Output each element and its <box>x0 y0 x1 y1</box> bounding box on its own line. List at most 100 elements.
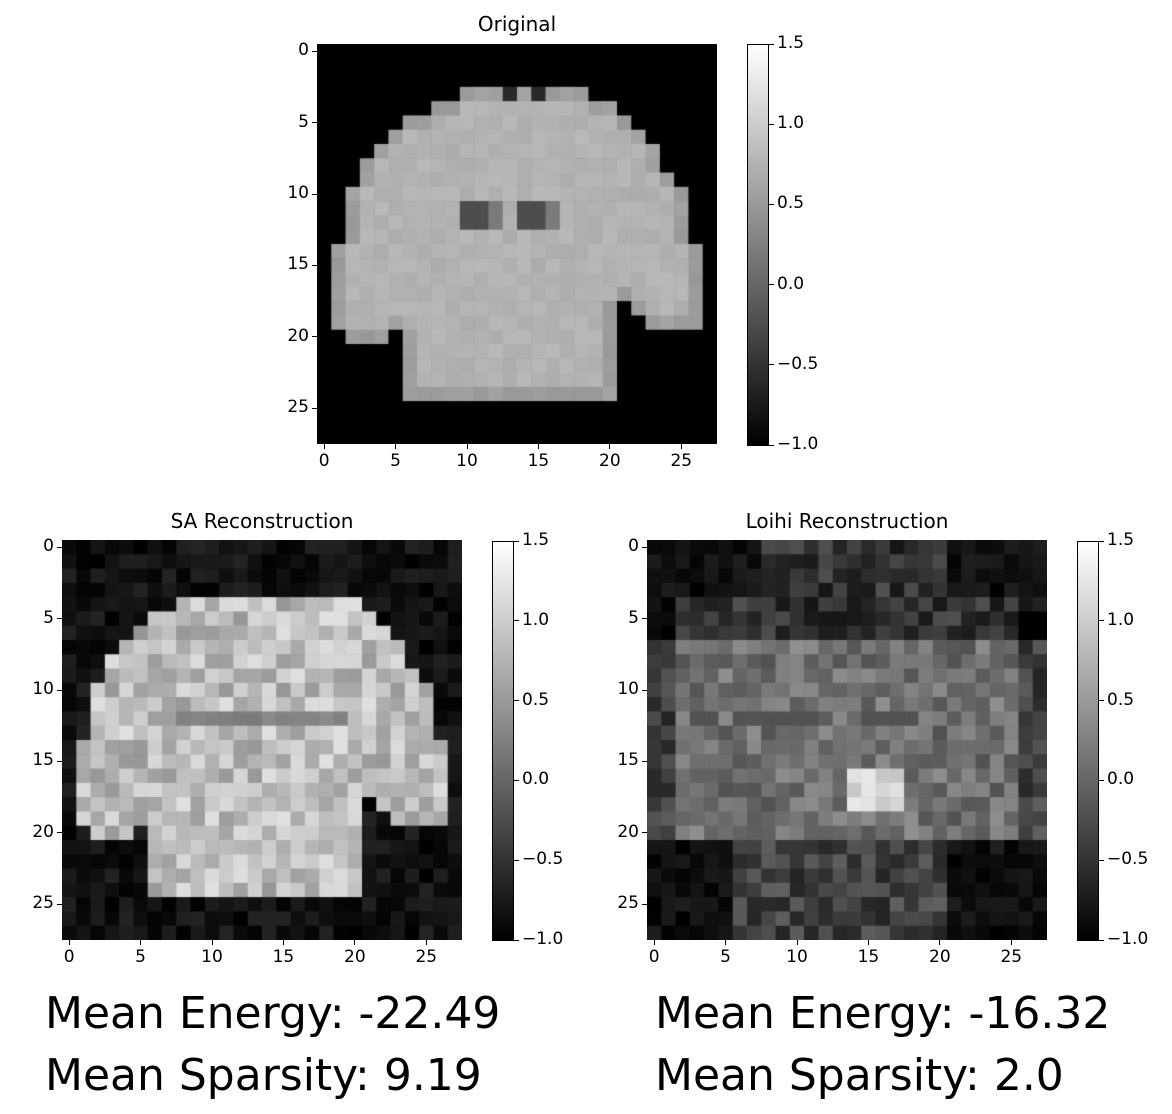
y-tick-mark <box>57 760 62 762</box>
colorbar-tick-label: −1.0 <box>777 434 819 454</box>
x-tick-mark <box>725 940 727 945</box>
y-tick-mark <box>57 689 62 691</box>
x-tick-mark <box>282 940 284 945</box>
colorbar-tick-mark <box>769 364 774 366</box>
original-title: Original <box>477 12 557 36</box>
y-tick-label: 5 <box>43 607 54 628</box>
colorbar-tick-label: 0.0 <box>1107 769 1135 790</box>
colorbar-tick-mark <box>1099 779 1104 781</box>
x-tick-label: 5 <box>390 451 401 471</box>
original-colorbar <box>747 44 769 446</box>
x-tick-label: 15 <box>857 947 880 967</box>
colorbar-tick-mark <box>514 620 519 622</box>
x-tick-mark <box>425 940 427 945</box>
colorbar-tick-mark <box>514 700 519 702</box>
colorbar-tick-mark <box>1099 859 1104 861</box>
colorbar-tick-label: −0.5 <box>1107 849 1149 870</box>
colorbar-tick-label: 1.0 <box>1107 609 1135 630</box>
y-tick-label: 0 <box>298 40 309 61</box>
y-tick-label: 25 <box>32 893 54 914</box>
y-tick-label: 5 <box>298 111 309 132</box>
y-tick-label: 20 <box>287 325 309 346</box>
sa-mean-energy: Mean Energy: -22.49 <box>45 988 501 1039</box>
x-tick-label: 20 <box>599 451 621 471</box>
y-tick-label: 20 <box>617 821 639 842</box>
colorbar-tick-label: 1.5 <box>522 530 550 550</box>
colorbar-tick-mark <box>514 859 519 861</box>
loihi-heatmap <box>647 540 1047 940</box>
y-tick-label: 10 <box>287 183 309 203</box>
colorbar-tick-mark <box>514 939 519 941</box>
colorbar-tick-label: −0.5 <box>522 849 564 870</box>
x-tick-mark <box>323 444 325 449</box>
x-tick-mark <box>939 940 941 945</box>
colorbar-tick-mark <box>1099 939 1104 941</box>
y-tick-mark <box>312 193 317 195</box>
y-tick-mark <box>57 546 62 548</box>
y-tick-mark <box>642 903 647 905</box>
y-tick-label: 15 <box>617 750 639 771</box>
colorbar-tick-mark <box>769 43 774 45</box>
colorbar-tick-label: 0.5 <box>777 193 805 214</box>
x-tick-mark <box>395 444 397 449</box>
y-tick-mark <box>642 689 647 691</box>
y-tick-label: 25 <box>617 893 639 914</box>
x-tick-mark <box>537 444 539 449</box>
y-tick-label: 5 <box>628 607 639 628</box>
y-tick-label: 10 <box>32 679 54 699</box>
x-tick-label: 15 <box>527 451 550 471</box>
y-tick-label: 10 <box>617 679 639 699</box>
x-tick-label: 0 <box>63 947 75 967</box>
x-tick-label: 25 <box>1000 947 1023 967</box>
colorbar-tick-mark <box>769 444 774 446</box>
x-tick-label: 10 <box>201 947 223 967</box>
colorbar-tick-label: −1.0 <box>1107 929 1149 949</box>
x-tick-mark <box>466 444 468 449</box>
y-tick-label: 15 <box>32 750 54 771</box>
y-tick-label: 0 <box>43 536 54 557</box>
y-tick-mark <box>312 407 317 409</box>
sa-title: SA Reconstruction <box>170 509 354 533</box>
y-tick-mark <box>312 336 317 338</box>
x-tick-label: 15 <box>272 947 295 967</box>
x-tick-mark <box>609 444 611 449</box>
colorbar-tick-label: −0.5 <box>777 353 819 374</box>
x-tick-label: 20 <box>929 947 951 967</box>
colorbar-tick-mark <box>769 203 774 205</box>
loihi-title: Loihi Reconstruction <box>745 509 949 533</box>
colorbar-tick-label: 1.0 <box>522 609 550 630</box>
y-tick-label: 0 <box>628 536 639 557</box>
colorbar-tick-label: 0.5 <box>1107 689 1135 710</box>
x-tick-mark <box>140 940 142 945</box>
x-tick-mark <box>867 940 869 945</box>
colorbar-tick-mark <box>769 284 774 286</box>
y-tick-mark <box>312 122 317 124</box>
y-tick-mark <box>312 50 317 52</box>
colorbar-tick-label: −1.0 <box>522 929 564 949</box>
x-tick-mark <box>680 444 682 449</box>
y-tick-label: 20 <box>32 821 54 842</box>
colorbar-tick-mark <box>1099 700 1104 702</box>
x-tick-label: 10 <box>786 947 808 967</box>
x-tick-label: 20 <box>344 947 366 967</box>
sa-mean-sparsity: Mean Sparsity: 9.19 <box>45 1050 482 1101</box>
colorbar-tick-label: 0.0 <box>777 273 805 294</box>
x-tick-label: 25 <box>415 947 438 967</box>
loihi-mean-sparsity: Mean Sparsity: 2.0 <box>655 1050 1064 1101</box>
loihi-colorbar <box>1077 541 1099 941</box>
x-tick-label: 0 <box>318 451 330 471</box>
colorbar-tick-label: 1.5 <box>777 33 805 53</box>
colorbar-tick-mark <box>1099 540 1104 542</box>
y-tick-mark <box>642 760 647 762</box>
y-tick-mark <box>312 264 317 266</box>
x-tick-mark <box>653 940 655 945</box>
colorbar-tick-label: 0.5 <box>522 689 550 710</box>
colorbar-tick-mark <box>514 779 519 781</box>
y-tick-label: 25 <box>287 397 309 418</box>
colorbar-tick-label: 1.5 <box>1107 530 1135 550</box>
x-tick-mark <box>68 940 70 945</box>
y-tick-mark <box>642 832 647 834</box>
x-tick-mark <box>796 940 798 945</box>
y-tick-mark <box>57 832 62 834</box>
y-tick-mark <box>57 903 62 905</box>
